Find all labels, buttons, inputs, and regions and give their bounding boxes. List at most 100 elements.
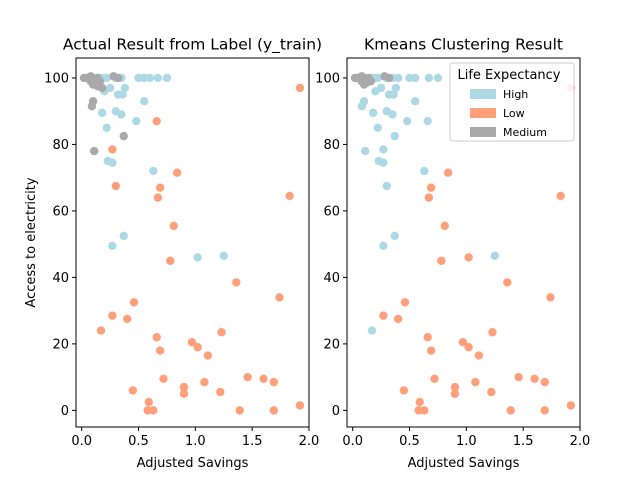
left-chart-title: Actual Result from Label (y_train) xyxy=(63,36,322,55)
right-point-low xyxy=(426,346,436,355)
right-point-high xyxy=(360,146,370,156)
legend-entries: High Low Medium xyxy=(470,88,547,139)
right-point-low xyxy=(399,386,409,395)
legend-box xyxy=(449,62,575,142)
right-chart-points xyxy=(350,72,576,415)
right-x-tick-label: 0.0 xyxy=(342,434,363,449)
left-chart-points xyxy=(79,72,305,415)
left-point-medium xyxy=(87,102,97,111)
right-point-medium xyxy=(362,78,371,88)
left-point-low xyxy=(153,193,163,202)
left-x-tick-label: 1.5 xyxy=(242,434,263,449)
left-scatter-chart: Actual Result from Label (y_train) 0.0 0.… xyxy=(24,36,322,472)
right-x-tick-label: 2.0 xyxy=(570,434,591,449)
legend-swatch-medium xyxy=(470,127,496,137)
left-point-low xyxy=(285,191,294,201)
right-point-low xyxy=(506,406,515,415)
left-point-low xyxy=(243,372,252,382)
left-point-low xyxy=(269,377,278,387)
right-point-low xyxy=(420,406,429,415)
left-y-tick-label: 0 xyxy=(61,404,69,419)
left-chart-y-axis-label: Access to electricity xyxy=(24,177,39,307)
left-y-tick-label: 100 xyxy=(44,71,69,86)
right-point-high xyxy=(390,131,399,141)
right-point-high xyxy=(379,158,388,167)
left-chart-x-ticks: 0.0 0.5 1.0 1.5 2.0 xyxy=(71,427,319,449)
right-y-tick-label: 0 xyxy=(332,404,340,419)
left-point-medium xyxy=(119,131,128,141)
left-point-low xyxy=(155,346,165,355)
right-point-low xyxy=(503,278,512,287)
left-point-low xyxy=(108,311,117,320)
right-chart-y-ticks: 0 20 40 60 80 100 xyxy=(315,71,347,419)
right-point-low xyxy=(471,377,480,387)
right-y-tick-label: 60 xyxy=(323,204,340,219)
left-chart-x-axis-label: Adjusted Savings xyxy=(137,456,249,471)
right-point-low xyxy=(487,387,496,397)
right-point-high xyxy=(433,73,443,83)
left-point-low xyxy=(235,406,244,415)
left-point-high xyxy=(97,108,107,118)
left-point-high xyxy=(117,110,126,119)
left-point-high xyxy=(193,253,202,262)
left-point-high xyxy=(120,83,130,93)
left-point-low xyxy=(169,221,178,231)
right-point-high xyxy=(393,73,403,83)
left-point-high xyxy=(145,73,155,83)
right-point-low xyxy=(393,314,403,324)
right-point-low xyxy=(546,293,555,302)
right-point-low xyxy=(474,351,484,360)
left-point-high xyxy=(140,97,149,106)
right-point-high xyxy=(389,90,398,99)
right-y-tick-label: 100 xyxy=(315,71,340,86)
left-point-low xyxy=(295,83,305,93)
right-point-high xyxy=(390,231,399,241)
left-point-high xyxy=(108,158,117,167)
right-point-low xyxy=(458,338,468,347)
left-point-medium xyxy=(113,73,123,83)
right-point-low xyxy=(443,168,453,177)
right-chart-title: Kmeans Clustering Result xyxy=(364,36,563,54)
left-point-high xyxy=(119,231,128,241)
left-point-high xyxy=(108,241,117,251)
right-point-high xyxy=(403,116,412,126)
left-point-low xyxy=(295,401,305,410)
left-point-low xyxy=(111,181,120,191)
right-x-tick-label: 1.5 xyxy=(513,434,534,449)
left-point-low xyxy=(166,256,175,265)
right-point-medium xyxy=(384,73,394,83)
right-point-high xyxy=(391,83,401,93)
right-y-tick-label: 40 xyxy=(323,271,340,286)
right-point-low xyxy=(530,374,539,383)
left-point-low xyxy=(216,387,225,397)
left-point-low xyxy=(269,406,278,415)
left-x-tick-label: 0.5 xyxy=(128,434,149,449)
left-point-low xyxy=(172,168,182,177)
legend-swatch-high xyxy=(470,89,496,99)
right-point-high xyxy=(373,123,382,133)
left-point-high xyxy=(162,73,172,83)
left-point-low xyxy=(179,382,189,392)
left-point-low xyxy=(128,386,138,395)
left-point-low xyxy=(159,374,168,383)
legend-title: Life Expectancy xyxy=(457,68,560,83)
right-point-low xyxy=(450,389,460,398)
left-point-low xyxy=(152,333,161,342)
left-point-medium xyxy=(89,146,99,156)
left-point-low xyxy=(259,374,268,383)
left-point-low xyxy=(275,293,284,302)
left-y-tick-label: 20 xyxy=(52,337,69,352)
left-point-low xyxy=(144,397,153,407)
left-x-tick-label: 0.0 xyxy=(71,434,92,449)
left-y-tick-label: 40 xyxy=(52,271,69,286)
left-point-low xyxy=(232,278,241,287)
left-point-low xyxy=(152,116,161,126)
right-point-high xyxy=(411,73,420,83)
right-point-high xyxy=(423,116,432,126)
left-point-high xyxy=(219,251,228,260)
left-point-low xyxy=(217,328,226,337)
right-point-low xyxy=(450,382,460,392)
left-point-low xyxy=(96,326,106,335)
left-point-medium xyxy=(93,82,102,91)
right-y-tick-label: 80 xyxy=(323,138,340,153)
